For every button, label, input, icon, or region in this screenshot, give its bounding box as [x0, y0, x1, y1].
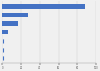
Bar [2, 4, 85, 9]
Bar [2, 30, 8, 34]
Bar [2, 13, 28, 17]
Bar [2, 21, 18, 26]
